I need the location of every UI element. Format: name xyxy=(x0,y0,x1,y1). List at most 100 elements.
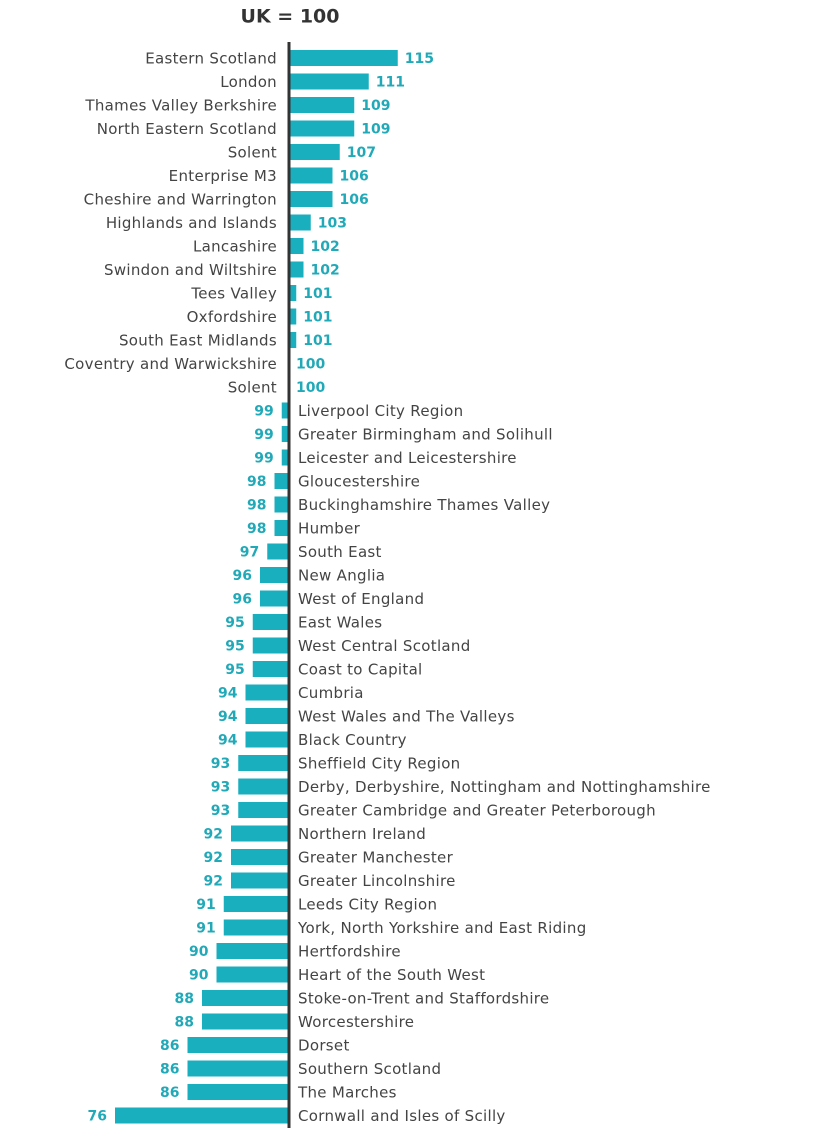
category-label: Solent xyxy=(228,379,277,397)
value-label: 103 xyxy=(318,216,347,232)
category-label: South East Midlands xyxy=(119,332,277,350)
category-label: Derby, Derbyshire, Nottingham and Nottin… xyxy=(298,778,711,796)
bar xyxy=(252,637,289,654)
bar xyxy=(267,543,289,560)
value-label: 107 xyxy=(347,145,376,161)
category-label: York, North Yorkshire and East Riding xyxy=(297,919,587,937)
bar xyxy=(202,990,289,1006)
category-label: East Wales xyxy=(298,614,382,632)
category-label: Cheshire and Warrington xyxy=(84,191,277,209)
category-label: The Marches xyxy=(297,1084,397,1102)
bar xyxy=(216,943,289,959)
bar xyxy=(289,97,355,113)
category-label: Worcestershire xyxy=(298,1013,414,1031)
bar xyxy=(289,120,355,137)
value-label: 95 xyxy=(225,639,244,655)
bar xyxy=(223,919,289,936)
value-label: 90 xyxy=(189,944,209,960)
category-label: Leicester and Leicestershire xyxy=(298,449,517,467)
category-label: Thames Valley Berkshire xyxy=(84,97,277,115)
value-label: 92 xyxy=(204,850,223,866)
bar xyxy=(202,1013,289,1030)
category-label: West Wales and The Valleys xyxy=(298,708,515,726)
value-label: 88 xyxy=(175,1015,194,1031)
value-label: 111 xyxy=(376,75,405,91)
bar xyxy=(216,966,289,983)
bar xyxy=(231,872,289,889)
category-label: Tees Valley xyxy=(190,285,277,303)
bar xyxy=(289,238,304,254)
bar xyxy=(238,802,289,818)
bar xyxy=(187,1084,289,1100)
value-label: 109 xyxy=(361,98,390,114)
value-label: 94 xyxy=(218,709,238,725)
category-label: Greater Lincolnshire xyxy=(298,872,456,890)
category-label: Cornwall and Isles of Scilly xyxy=(298,1107,506,1125)
value-label: 86 xyxy=(160,1038,179,1054)
category-label: London xyxy=(220,73,277,91)
bar xyxy=(274,520,289,536)
category-label: Solent xyxy=(228,144,277,162)
category-label: Coventry and Warwickshire xyxy=(64,355,277,373)
bar xyxy=(289,167,333,184)
bar xyxy=(274,473,289,489)
value-label: 99 xyxy=(254,451,273,467)
value-label: 93 xyxy=(211,780,230,796)
category-label: Leeds City Region xyxy=(298,896,437,914)
bar xyxy=(289,214,311,231)
category-label: Oxfordshire xyxy=(187,308,277,326)
bar xyxy=(281,402,289,419)
value-label: 92 xyxy=(204,827,223,843)
category-label: West of England xyxy=(298,590,424,608)
value-label: 76 xyxy=(88,1109,107,1125)
category-label: North Eastern Scotland xyxy=(97,120,277,138)
value-label: 106 xyxy=(340,169,369,185)
value-label: 90 xyxy=(189,968,209,984)
category-label: Hertfordshire xyxy=(298,943,401,961)
value-label: 92 xyxy=(204,874,223,890)
bar xyxy=(274,496,289,513)
category-label: Liverpool City Region xyxy=(298,402,463,420)
bar xyxy=(245,731,289,748)
bar xyxy=(289,308,297,325)
category-label: New Anglia xyxy=(298,567,385,585)
category-label: Lancashire xyxy=(193,238,277,256)
value-label: 102 xyxy=(311,263,340,279)
category-label: Black Country xyxy=(298,731,407,749)
value-label: 98 xyxy=(247,521,266,537)
bar xyxy=(281,449,289,466)
value-label: 98 xyxy=(247,498,266,514)
bar xyxy=(260,590,289,607)
value-label: 93 xyxy=(211,803,230,819)
value-label: 101 xyxy=(303,333,332,349)
category-label: Greater Cambridge and Greater Peterborou… xyxy=(298,802,656,820)
category-label: Swindon and Wiltshire xyxy=(104,261,277,279)
bar xyxy=(289,191,333,207)
value-label: 102 xyxy=(311,239,340,255)
category-label: Stoke-on-Trent and Staffordshire xyxy=(298,990,549,1008)
bar xyxy=(289,50,398,66)
chart-title: UK = 100 xyxy=(241,6,340,28)
bar xyxy=(289,73,369,90)
bar xyxy=(115,1107,289,1124)
bar xyxy=(289,261,304,278)
category-label: South East xyxy=(298,543,382,561)
category-label: Greater Manchester xyxy=(298,849,454,867)
bar xyxy=(281,426,289,442)
value-label: 101 xyxy=(303,286,332,302)
value-label: 91 xyxy=(196,897,215,913)
category-label: Northern Ireland xyxy=(298,825,426,843)
value-label: 86 xyxy=(160,1085,179,1101)
bar xyxy=(231,825,289,842)
value-label: 93 xyxy=(211,756,230,772)
category-label: Cumbria xyxy=(298,684,364,702)
category-label: Enterprise M3 xyxy=(169,167,277,185)
value-label: 86 xyxy=(160,1062,179,1078)
bar xyxy=(187,1037,289,1053)
bar xyxy=(289,144,340,160)
category-label: West Central Scotland xyxy=(298,637,471,655)
bar xyxy=(252,661,289,677)
category-label: Coast to Capital xyxy=(298,661,423,679)
category-label: Buckinghamshire Thames Valley xyxy=(298,496,550,514)
